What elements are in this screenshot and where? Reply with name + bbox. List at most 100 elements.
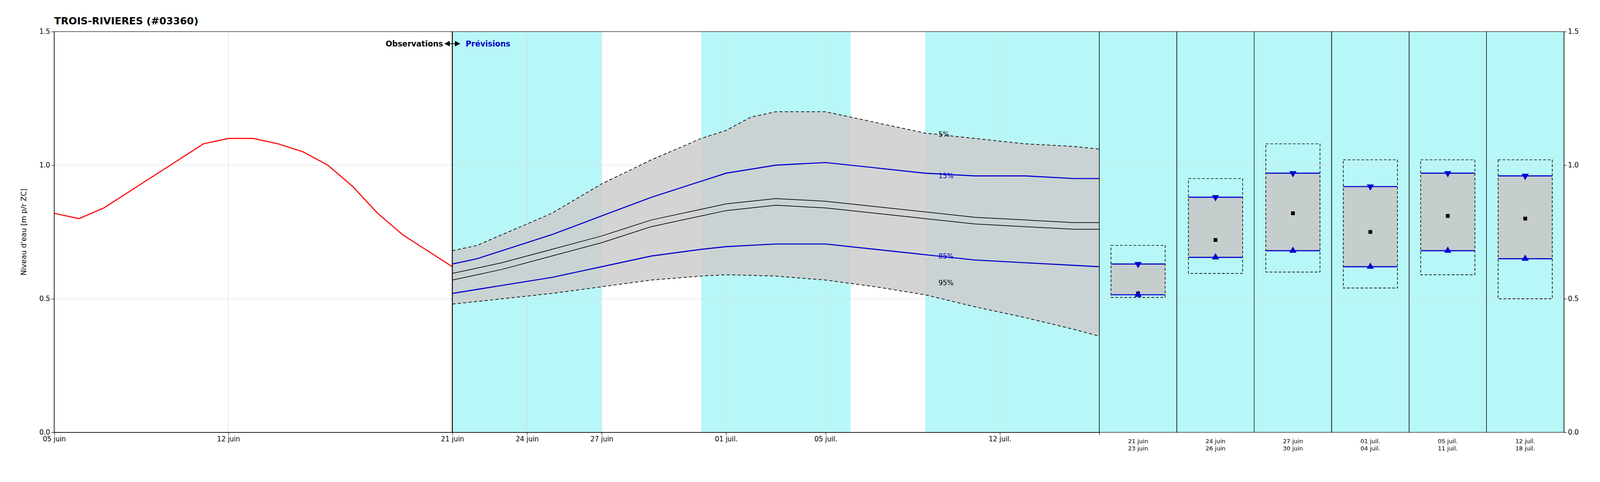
x-axis-tick-label: 12 juin xyxy=(216,434,240,443)
panel-background xyxy=(1486,31,1564,433)
inner-box xyxy=(1343,186,1398,267)
outer-box xyxy=(1420,159,1475,275)
grid-line xyxy=(228,31,229,433)
panel-background xyxy=(1331,31,1410,433)
marker xyxy=(1523,216,1527,221)
series-line xyxy=(452,205,1100,281)
marker xyxy=(1291,211,1295,215)
x-axis-domain xyxy=(54,432,1100,436)
y-axis-tick-mark xyxy=(51,165,55,166)
x-axis-tick-label: 12 juil. xyxy=(988,434,1012,443)
y2-axis-tick-label: 1.5 xyxy=(1567,27,1579,36)
panel-frame xyxy=(1099,31,1177,433)
panel-label-line: 23 juin xyxy=(1128,444,1149,452)
y-axis-tick-mark xyxy=(51,31,55,33)
annotation: 95% xyxy=(938,278,954,287)
marker xyxy=(1213,238,1218,242)
y-axis-tick: 0.5 xyxy=(39,294,55,303)
panel-label-line: 30 juin xyxy=(1282,444,1303,452)
y2-axis-tick-label: 1.0 xyxy=(1567,161,1579,170)
grid-line xyxy=(451,31,453,433)
x-axis-tick: 12 juin xyxy=(216,432,240,443)
chart: 05 juin12 juin21 juin24 juin27 juin01 ju… xyxy=(0,0,1600,482)
x-axis-tick-label: 24 juin xyxy=(515,434,539,443)
panel-label-line: 04 juil. xyxy=(1360,444,1381,452)
inner-box xyxy=(1111,263,1166,295)
panel-label-line: 18 juil. xyxy=(1515,444,1536,452)
panel-frame xyxy=(1254,31,1332,433)
y-axis-tick: 1.5 xyxy=(39,27,55,36)
panel-background xyxy=(1254,31,1332,433)
panel-label-line: 21 juin xyxy=(1128,437,1149,445)
marker xyxy=(1368,230,1373,234)
x-axis-tick-label: 01 juil. xyxy=(714,434,738,443)
y2-axis-domain xyxy=(1564,32,1568,433)
panel-label-line: 05 juil. xyxy=(1438,437,1458,445)
x-axis-tick: 05 juil. xyxy=(814,432,838,443)
panels: 0.0 0.5 1.0 1.5 21 juin23 juin 24 juin26 juin… xyxy=(1099,27,1579,452)
x-axis: 05 juin12 juin21 juin24 juin27 juin01 ju… xyxy=(42,432,1100,443)
y2-axis-tick-mark xyxy=(1563,432,1567,433)
y2-axis: 0.0 0.5 1.0 1.5 xyxy=(1563,27,1579,437)
marker xyxy=(1289,170,1297,178)
series-line xyxy=(452,111,1100,251)
marker xyxy=(1521,254,1529,261)
x-axis-tick-label: 05 juil. xyxy=(814,434,838,443)
y2-axis-tick-mark xyxy=(1563,298,1567,300)
panel-label: 01 juil.04 juil. xyxy=(1360,437,1381,452)
panel-frame xyxy=(1331,31,1410,433)
x-axis-tick: 21 juin xyxy=(441,432,465,443)
y-axis-tick-label: 0.0 xyxy=(39,428,51,437)
panel-label: 05 juil.11 juil. xyxy=(1438,437,1458,452)
y2-axis-tick-label: 0.0 xyxy=(1567,428,1579,437)
y2-axis-tick: 1.5 xyxy=(1563,27,1579,36)
panel-label: 24 juin26 juin xyxy=(1205,437,1226,452)
plot-area xyxy=(54,31,1100,433)
outer-box xyxy=(1498,159,1553,299)
y2-axis-tick-mark xyxy=(1563,165,1567,166)
y2-axis-tick-label: 0.5 xyxy=(1567,294,1579,303)
panel-label: 27 juin30 juin xyxy=(1282,437,1303,452)
panel-label-line: 11 juil. xyxy=(1438,444,1458,452)
y-axis: 0.0 0.5 1.0 1.5 xyxy=(39,27,55,437)
y-axis-tick-label: 1.5 xyxy=(39,27,51,36)
panel-background xyxy=(1409,31,1487,433)
marker xyxy=(1366,262,1375,269)
inner-box xyxy=(1420,173,1475,251)
annotation: 5% xyxy=(938,130,950,139)
panel-background xyxy=(1099,31,1177,433)
forecast-start-line xyxy=(451,31,453,433)
y2-axis-tick: 1.0 xyxy=(1563,161,1579,170)
marker xyxy=(1212,194,1220,202)
x-axis-tick-label: 27 juin xyxy=(590,434,614,443)
x-axis-tick-label: 21 juin xyxy=(441,434,465,443)
marker xyxy=(1366,184,1375,191)
quantile-area xyxy=(452,111,1100,337)
marker xyxy=(1444,246,1452,253)
plot-frame xyxy=(54,31,1100,433)
marker xyxy=(1444,170,1452,178)
series-line xyxy=(452,162,1100,264)
y-axis-tick-label: 0.5 xyxy=(39,294,51,303)
panel-label-line: 27 juin xyxy=(1282,437,1303,445)
y-axis-tick: 0.0 xyxy=(39,428,55,437)
x-axis-tick: 12 juil. xyxy=(988,432,1012,443)
outer-box xyxy=(1343,159,1398,288)
panels-plot-area xyxy=(1099,31,1564,433)
inner-box xyxy=(1265,173,1320,251)
annotation: Prévisions xyxy=(465,39,511,49)
y-axis-tick: 1.0 xyxy=(39,161,55,170)
outer-box xyxy=(1111,245,1166,298)
panel-frame xyxy=(1176,31,1255,433)
inner-box xyxy=(1498,175,1553,259)
y-axis-tick-mark xyxy=(51,432,55,433)
series-line xyxy=(452,198,1100,274)
panel-background xyxy=(1176,31,1255,433)
series-line xyxy=(452,274,1100,337)
x-axis-tick: 24 juin xyxy=(515,432,539,443)
x-axis-tick: 27 juin xyxy=(590,432,614,443)
y2-axis-tick: 0.0 xyxy=(1563,428,1579,437)
series-line xyxy=(54,138,453,267)
annotation: Observations xyxy=(385,39,443,49)
y2-axis-tick: 0.5 xyxy=(1563,294,1579,303)
